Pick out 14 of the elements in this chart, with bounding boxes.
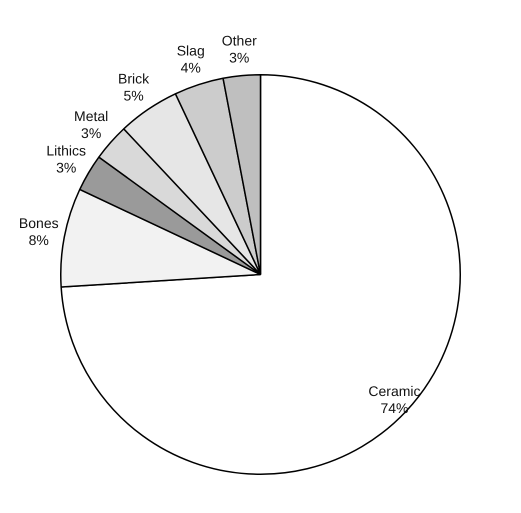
data-label: 3% <box>229 50 250 66</box>
slice-label: Ceramic <box>368 383 421 400</box>
slice-label: Bones <box>18 215 59 232</box>
data-label: 8% <box>28 232 49 248</box>
data-label: 3% <box>56 159 76 176</box>
data-label: 5% <box>123 88 144 104</box>
slice-label: Metal <box>74 108 108 124</box>
data-label: 74% <box>380 400 408 416</box>
data-label: 3% <box>81 125 102 142</box>
data-label: 4% <box>180 60 201 76</box>
slice-label: Lithics <box>46 142 86 158</box>
slice-label: Brick <box>118 70 150 87</box>
slice-label: Slag <box>176 42 205 59</box>
slice-label: Other <box>222 32 258 49</box>
